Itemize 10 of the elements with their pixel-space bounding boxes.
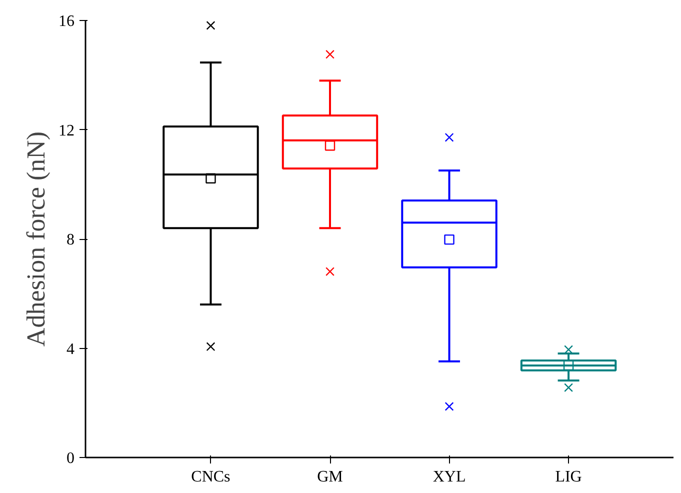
y-tick-label: 12 (58, 122, 74, 140)
x-tick-label: GM (317, 468, 343, 486)
x-tick-label: CNCs (191, 468, 230, 486)
y-tick-label: 8 (66, 232, 74, 248)
y-tick-label: 0 (66, 450, 74, 467)
x-tick-label: LIG (555, 468, 582, 486)
y-tick-label: 16 (58, 13, 74, 30)
x-tick-label: XYL (432, 468, 466, 486)
y-tick-label: 4 (66, 340, 74, 358)
y-axis-title: Adhesion force (nN) (22, 131, 50, 347)
